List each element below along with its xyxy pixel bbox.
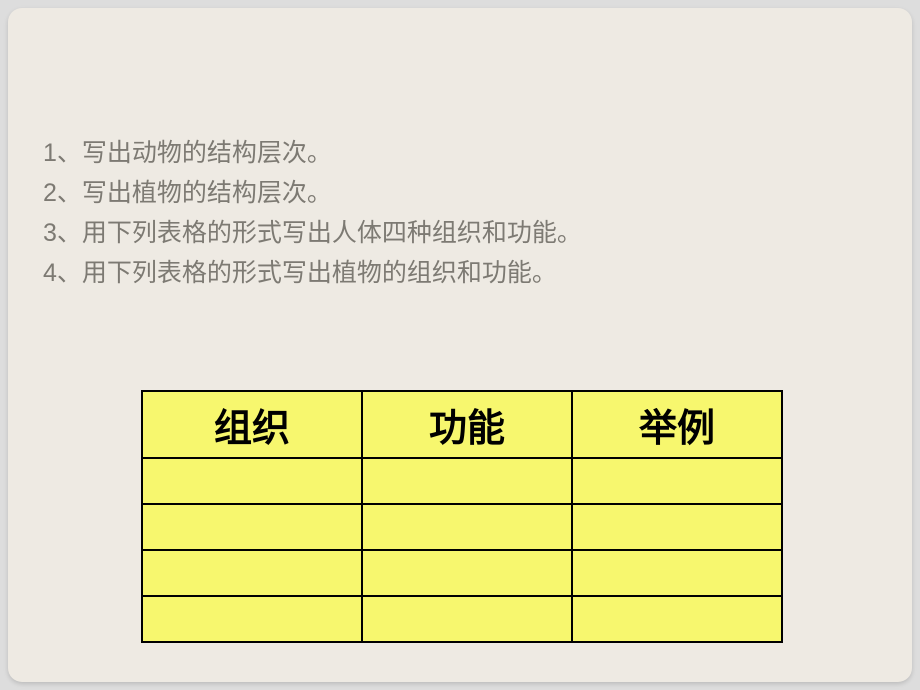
table-cell <box>362 458 572 504</box>
table-row <box>142 550 782 596</box>
table-cell <box>572 458 782 504</box>
table-row <box>142 504 782 550</box>
table-row <box>142 458 782 504</box>
table-cell <box>362 504 572 550</box>
table-row <box>142 596 782 642</box>
header-cell-example: 举例 <box>572 391 782 458</box>
question-3: 3、用下列表格的形式写出人体四种组织和功能。 <box>43 213 582 253</box>
question-1: 1、写出动物的结构层次。 <box>43 133 582 173</box>
table-cell <box>362 550 572 596</box>
table-cell <box>142 504 362 550</box>
table-header-row: 组织 功能 举例 <box>142 391 782 458</box>
questions-block: 1、写出动物的结构层次。 2、写出植物的结构层次。 3、用下列表格的形式写出人体… <box>43 133 582 293</box>
table-cell <box>142 596 362 642</box>
table-container: 组织 功能 举例 <box>141 390 783 643</box>
slide-card: 1、写出动物的结构层次。 2、写出植物的结构层次。 3、用下列表格的形式写出人体… <box>8 8 912 682</box>
table-cell <box>362 596 572 642</box>
table-cell <box>142 550 362 596</box>
header-cell-function: 功能 <box>362 391 572 458</box>
table-cell <box>572 504 782 550</box>
header-cell-tissue: 组织 <box>142 391 362 458</box>
question-2: 2、写出植物的结构层次。 <box>43 173 582 213</box>
table-cell <box>572 550 782 596</box>
table-cell <box>572 596 782 642</box>
tissue-table: 组织 功能 举例 <box>141 390 783 643</box>
table-cell <box>142 458 362 504</box>
question-4: 4、用下列表格的形式写出植物的组织和功能。 <box>43 253 582 293</box>
